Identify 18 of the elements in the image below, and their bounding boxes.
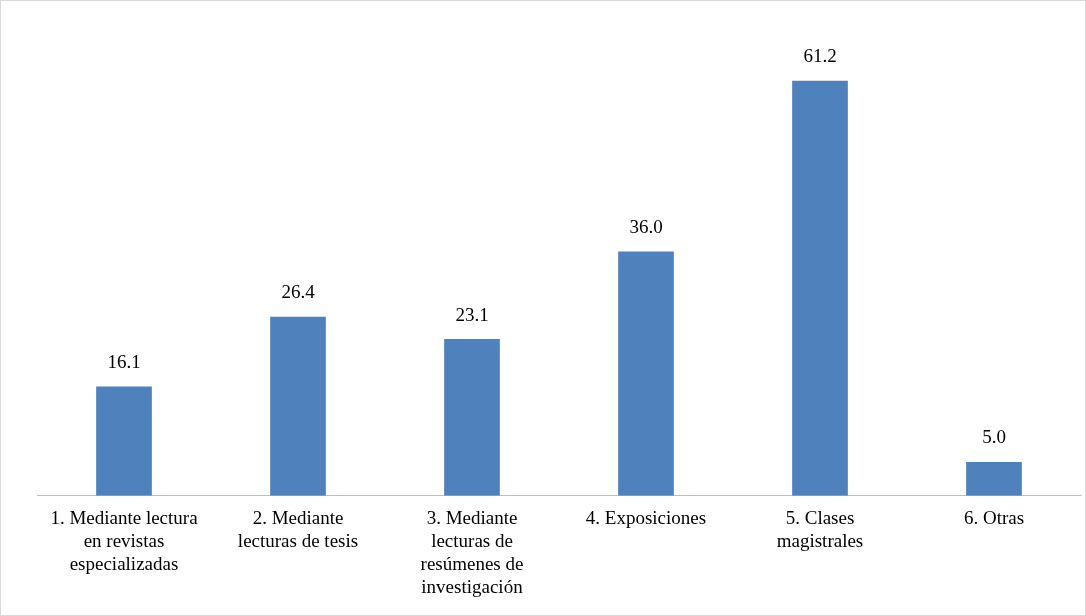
data-label: 36.0: [629, 216, 663, 238]
data-label: 16.1: [107, 351, 141, 373]
bar: [966, 461, 1022, 496]
data-label: 23.1: [455, 303, 489, 325]
bar: [96, 386, 152, 496]
x-tick-label: 6. Otras: [963, 507, 1025, 529]
x-tick-label: 4. Exposiciones: [585, 507, 707, 529]
x-tick-label: 2. Mediante lecturas de tesis: [237, 507, 359, 551]
bar: [618, 251, 674, 496]
data-label: 61.2: [803, 45, 837, 67]
x-tick-label: 3. Mediante lecturas de resúmenes de investigación: [420, 507, 524, 597]
bar: [270, 316, 326, 496]
data-label: 5.0: [982, 426, 1006, 448]
x-tick-label: 5. Clases magistrales: [776, 507, 864, 551]
bar: [792, 80, 848, 496]
data-label: 26.4: [281, 281, 316, 303]
x-tick-label: 1. Mediante lectura en revistas especializadas: [50, 507, 199, 574]
bar: [444, 339, 500, 496]
